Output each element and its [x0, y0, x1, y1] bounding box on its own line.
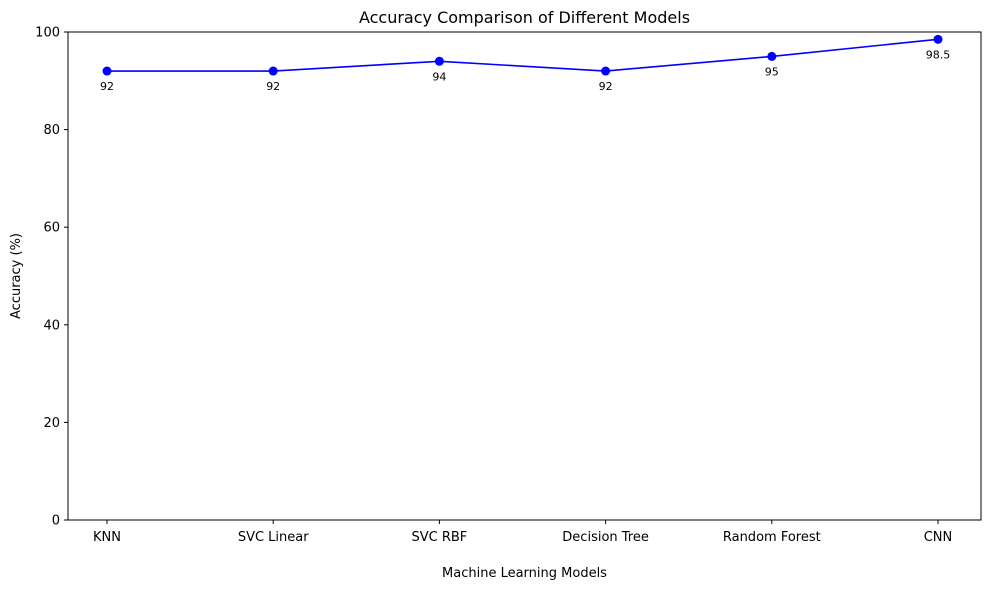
y-tick-label: 40 [43, 318, 60, 333]
data-value-label: 94 [432, 70, 446, 83]
y-tick-label: 0 [52, 514, 60, 529]
data-value-label: 92 [266, 80, 280, 93]
data-value-label: 95 [765, 65, 779, 78]
data-point-markers [102, 34, 943, 76]
x-tick-label: SVC Linear [238, 530, 309, 545]
data-point-marker [268, 66, 278, 76]
data-point-marker [933, 34, 943, 44]
chart-title: Accuracy Comparison of Different Models [359, 8, 690, 27]
data-labels: 92 92 94 92 95 98.5 [100, 48, 950, 93]
x-tick-label: KNN [93, 530, 121, 545]
accuracy-series-line [107, 38, 939, 72]
y-tick-label: 80 [43, 123, 60, 138]
x-axis: KNN SVC Linear SVC RBF Decision Tree Random … [93, 520, 952, 545]
y-tick-label: 100 [35, 26, 60, 41]
y-axis-label: Accuracy (%) [9, 233, 24, 319]
y-tick-label: 60 [43, 221, 60, 236]
plot-area-frame [67, 31, 982, 521]
data-value-label: 98.5 [926, 48, 951, 61]
data-value-label: 92 [100, 80, 114, 93]
x-tick-label: CNN [924, 530, 953, 545]
x-tick-label: SVC RBF [412, 530, 468, 545]
y-tick-label: 20 [43, 416, 60, 431]
data-point-marker [434, 56, 444, 66]
data-point-marker [102, 66, 112, 76]
x-tick-label: Random Forest [723, 530, 821, 545]
x-tick-label: Decision Tree [562, 530, 649, 545]
data-point-marker [767, 51, 777, 61]
data-value-label: 92 [599, 80, 613, 93]
x-axis-label: Machine Learning Models [442, 566, 607, 581]
y-axis: 0 20 40 60 80 100 [35, 26, 68, 529]
data-point-marker [601, 66, 611, 76]
